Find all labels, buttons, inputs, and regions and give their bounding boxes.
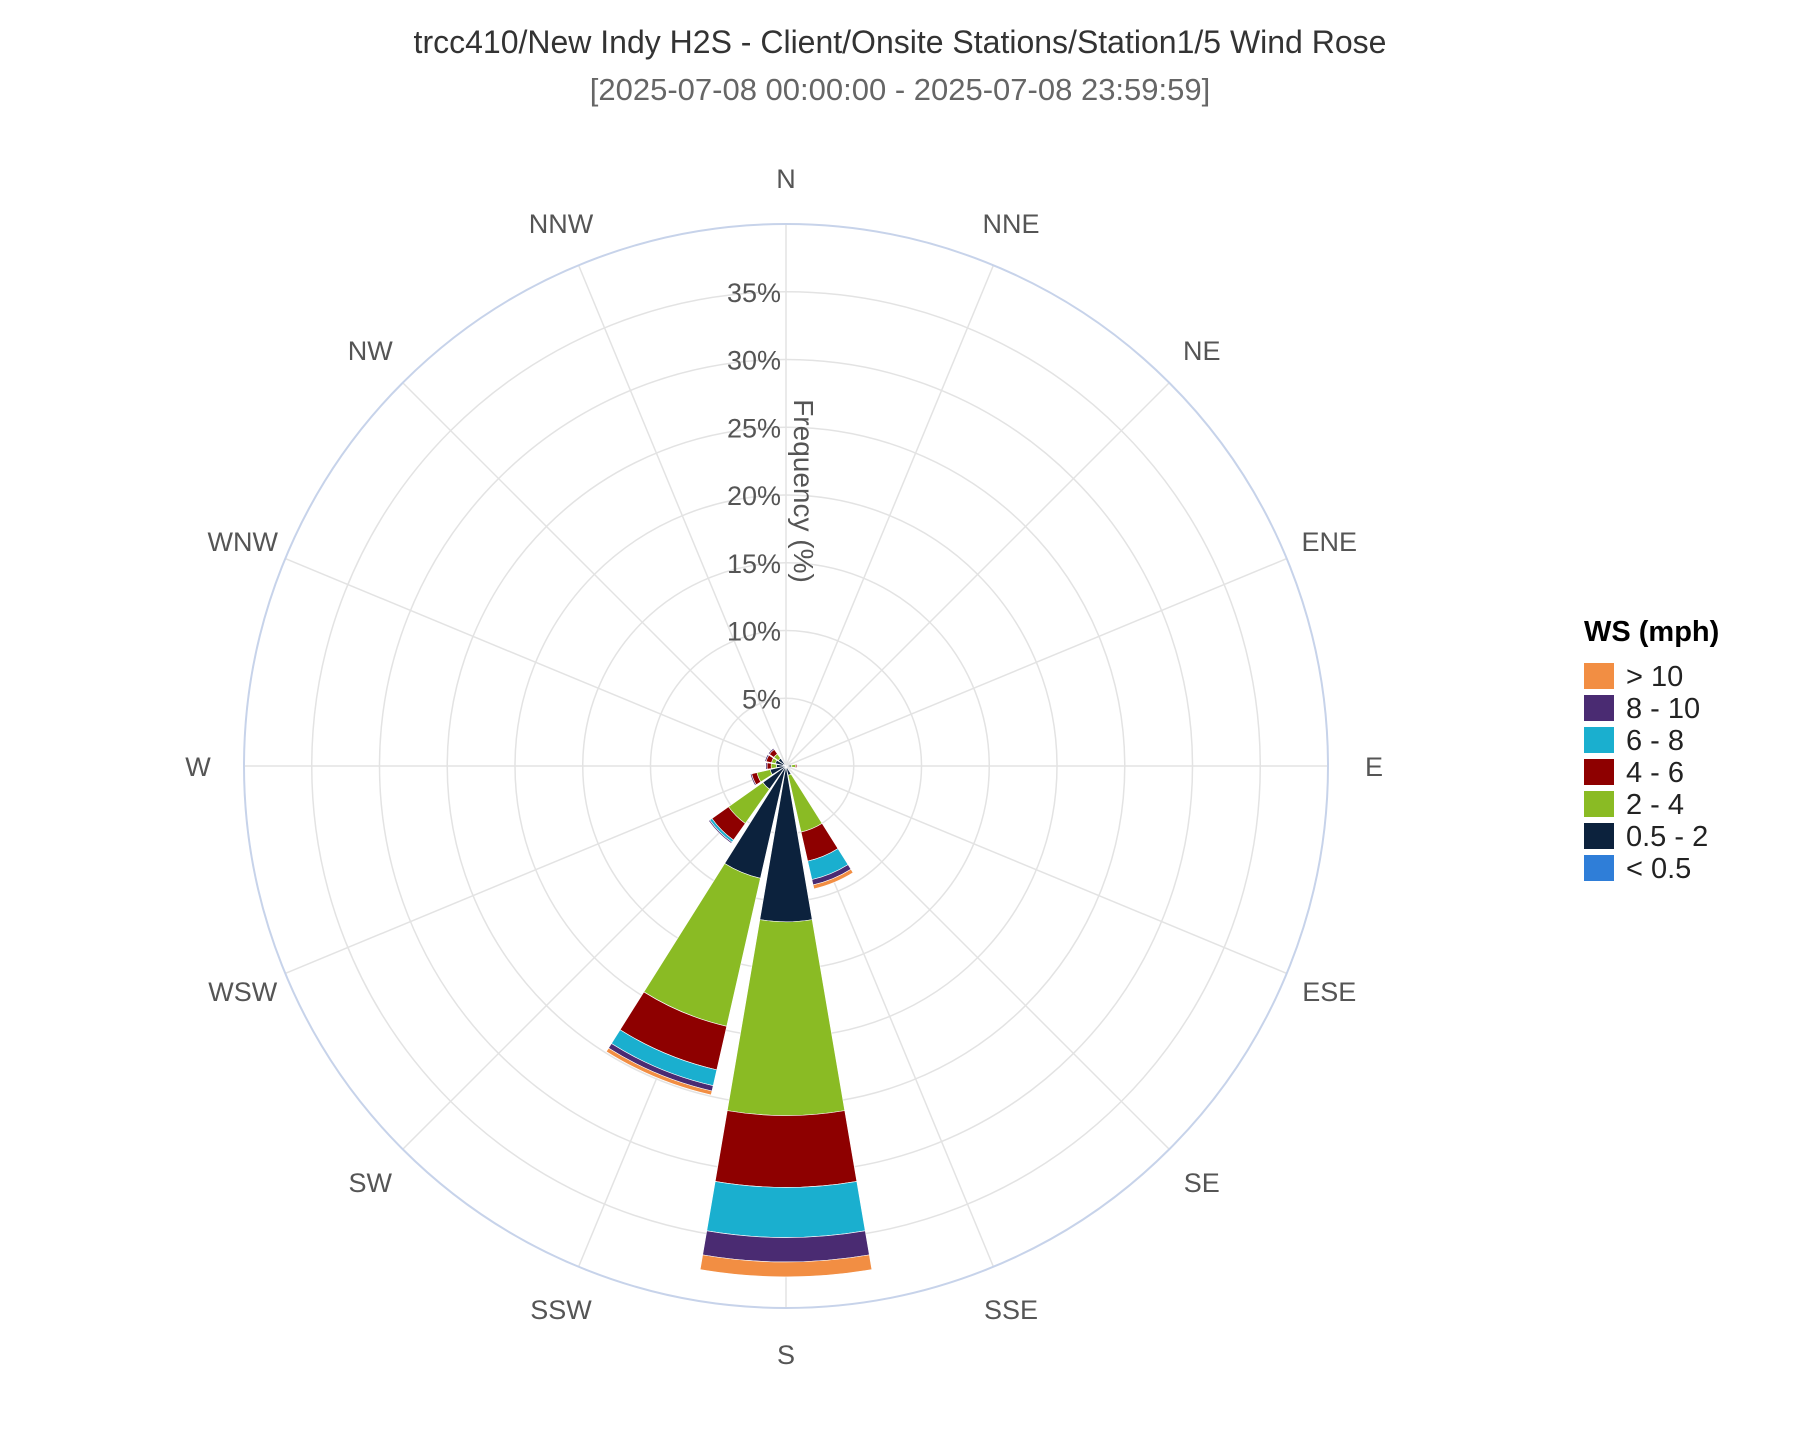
grid-spoke bbox=[402, 382, 787, 767]
direction-label-wsw: WSW bbox=[208, 977, 277, 1007]
legend-swatch bbox=[1584, 663, 1614, 689]
direction-label-ese: ESE bbox=[1302, 977, 1356, 1007]
legend-label: 8 - 10 bbox=[1626, 693, 1700, 725]
outer-ring bbox=[243, 223, 1329, 1309]
radial-tick-label: 15% bbox=[727, 549, 781, 579]
radial-tick-label: 5% bbox=[742, 684, 781, 714]
wind-bar-e bbox=[790, 764, 796, 768]
direction-label-sse: SSE bbox=[984, 1295, 1038, 1325]
direction-label-n: N bbox=[776, 164, 796, 194]
wind-bar-sse bbox=[812, 868, 854, 890]
wind-bar-e bbox=[795, 763, 798, 769]
legend-swatch bbox=[1584, 695, 1614, 721]
direction-label-wnw: WNW bbox=[208, 527, 279, 557]
chart-title: trcc410/New Indy H2S - Client/Onsite Sta… bbox=[414, 24, 1387, 60]
grid-spoke bbox=[785, 382, 1170, 767]
wind-bar-wnw bbox=[764, 754, 770, 762]
wind-bar-s bbox=[699, 1254, 873, 1278]
grid-spoke bbox=[577, 264, 787, 767]
radial-tick-label: 25% bbox=[727, 413, 781, 443]
legend-label: < 0.5 bbox=[1626, 853, 1691, 885]
wind-rose-bars bbox=[605, 747, 873, 1278]
legend-swatch bbox=[1584, 855, 1614, 881]
direction-label-ne: NE bbox=[1183, 336, 1221, 366]
direction-labels: N NNE NE ENE E ESE SE SSE S SSW SW WSW W WNW NW NNW bbox=[185, 164, 1383, 1370]
grid-spoke bbox=[785, 765, 1288, 975]
chart-subtitle: [2025-07-08 00:00:00 - 2025-07-08 23:59:… bbox=[590, 72, 1210, 107]
wind-bar-sw bbox=[708, 819, 733, 844]
radial-tick-label: 10% bbox=[727, 617, 781, 647]
direction-label-e: E bbox=[1365, 752, 1383, 782]
radial-tick-label: 30% bbox=[727, 346, 781, 376]
legend: WS (mph) > 108 - 106 - 84 - 62 - 40.5 - … bbox=[1584, 616, 1719, 885]
legend-label: 2 - 4 bbox=[1626, 789, 1684, 821]
direction-label-nne: NNE bbox=[983, 209, 1040, 239]
direction-label-nw: NW bbox=[348, 336, 393, 366]
wind-bar-nw bbox=[767, 747, 775, 755]
legend-swatch bbox=[1584, 791, 1614, 817]
legend-label: 6 - 8 bbox=[1626, 725, 1684, 757]
grid-spoke bbox=[785, 557, 1288, 767]
direction-label-w: W bbox=[185, 752, 211, 782]
legend-title: WS (mph) bbox=[1584, 616, 1719, 648]
radial-tick-label: 35% bbox=[727, 278, 781, 308]
wind-bar-s bbox=[714, 1110, 858, 1188]
direction-label-sw: SW bbox=[348, 1168, 392, 1198]
grid-spoke bbox=[785, 264, 995, 767]
direction-label-nnw: NNW bbox=[529, 209, 594, 239]
legend-label: > 10 bbox=[1626, 661, 1683, 693]
legend-swatch bbox=[1584, 759, 1614, 785]
direction-label-ssw: SSW bbox=[530, 1295, 592, 1325]
radial-axis-title: Frequency (%) bbox=[788, 399, 819, 583]
grid-spoke bbox=[284, 557, 787, 767]
legend-swatch bbox=[1584, 727, 1614, 753]
wind-bar-w bbox=[765, 762, 768, 770]
wind-bar-wsw bbox=[749, 773, 757, 786]
wind-bar-s bbox=[726, 919, 846, 1116]
wind-bar-ssw bbox=[605, 1047, 713, 1096]
wind-bar-s bbox=[706, 1181, 866, 1238]
legend-label: 0.5 - 2 bbox=[1626, 821, 1708, 853]
direction-label-s: S bbox=[777, 1340, 795, 1370]
wind-bar-w bbox=[766, 762, 772, 770]
legend-label: 4 - 6 bbox=[1626, 757, 1684, 789]
direction-label-se: SE bbox=[1184, 1168, 1220, 1198]
radial-tick-label: 20% bbox=[727, 481, 781, 511]
direction-label-ene: ENE bbox=[1301, 527, 1357, 557]
wind-bar-w bbox=[770, 763, 777, 769]
grid-spoke bbox=[284, 765, 787, 975]
grid-spoke bbox=[785, 765, 1170, 1150]
legend-swatch bbox=[1584, 823, 1614, 849]
radial-tick-labels: 5% 10% 15% 20% 25% 30% 35% bbox=[727, 278, 781, 715]
